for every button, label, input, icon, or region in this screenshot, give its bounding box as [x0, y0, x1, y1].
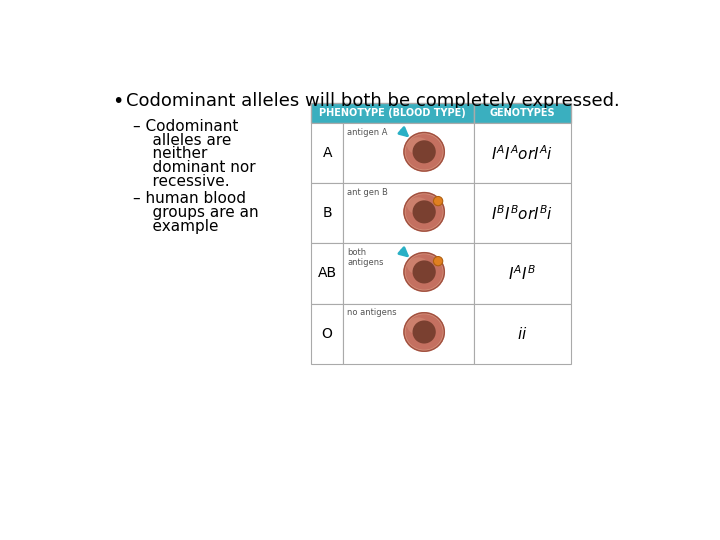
Text: B: B: [323, 206, 332, 220]
Ellipse shape: [407, 257, 429, 274]
Text: alleles are: alleles are: [132, 132, 231, 147]
Text: •: •: [112, 92, 123, 111]
Bar: [474, 244, 570, 303]
Bar: [474, 303, 570, 363]
Bar: [343, 184, 474, 244]
Ellipse shape: [405, 254, 443, 289]
Text: ant gen B: ant gen B: [347, 188, 388, 197]
Circle shape: [413, 140, 436, 164]
Ellipse shape: [403, 252, 445, 292]
Bar: [343, 303, 474, 363]
Bar: [311, 103, 474, 123]
Text: recessive.: recessive.: [132, 174, 229, 189]
Text: $ii$: $ii$: [517, 326, 527, 341]
Ellipse shape: [407, 318, 429, 334]
Text: no antigens: no antigens: [347, 308, 397, 317]
Text: Codominant alleles will both be completely expressed.: Codominant alleles will both be complete…: [126, 92, 619, 110]
Circle shape: [413, 200, 436, 224]
Text: dominant nor: dominant nor: [132, 160, 256, 176]
Text: AB: AB: [318, 266, 337, 280]
Bar: [311, 184, 343, 244]
Circle shape: [413, 320, 436, 343]
Text: neither: neither: [132, 146, 207, 161]
Circle shape: [433, 256, 443, 266]
Ellipse shape: [405, 314, 443, 350]
Circle shape: [413, 260, 436, 284]
Ellipse shape: [403, 132, 445, 172]
Ellipse shape: [407, 197, 429, 214]
Ellipse shape: [407, 137, 429, 154]
Text: – Codominant: – Codominant: [132, 119, 238, 134]
Bar: [311, 123, 343, 184]
Ellipse shape: [403, 192, 445, 232]
Text: – human blood: – human blood: [132, 191, 246, 206]
Bar: [474, 184, 570, 244]
Bar: [474, 103, 570, 123]
Ellipse shape: [405, 134, 443, 170]
Bar: [343, 123, 474, 184]
Text: $I^AI^A or I^Ai$: $I^AI^A or I^Ai$: [491, 144, 553, 163]
Bar: [311, 244, 343, 303]
Ellipse shape: [403, 312, 445, 352]
Text: groups are an: groups are an: [132, 205, 258, 220]
Text: A: A: [323, 146, 332, 160]
Bar: [311, 303, 343, 363]
Text: GENOTYPES: GENOTYPES: [490, 109, 555, 118]
Text: PHENOTYPE (BLOOD TYPE): PHENOTYPE (BLOOD TYPE): [319, 109, 466, 118]
Bar: [474, 123, 570, 184]
Text: O: O: [322, 327, 333, 341]
Text: example: example: [132, 219, 218, 234]
Text: $I^AI^B$: $I^AI^B$: [508, 264, 536, 283]
Circle shape: [433, 197, 443, 206]
Bar: [343, 244, 474, 303]
Text: antigen A: antigen A: [347, 128, 388, 137]
Text: $I^BI^B or I^Bi$: $I^BI^B or I^Bi$: [491, 204, 553, 223]
Text: both
antigens: both antigens: [347, 248, 384, 267]
Ellipse shape: [405, 194, 443, 230]
